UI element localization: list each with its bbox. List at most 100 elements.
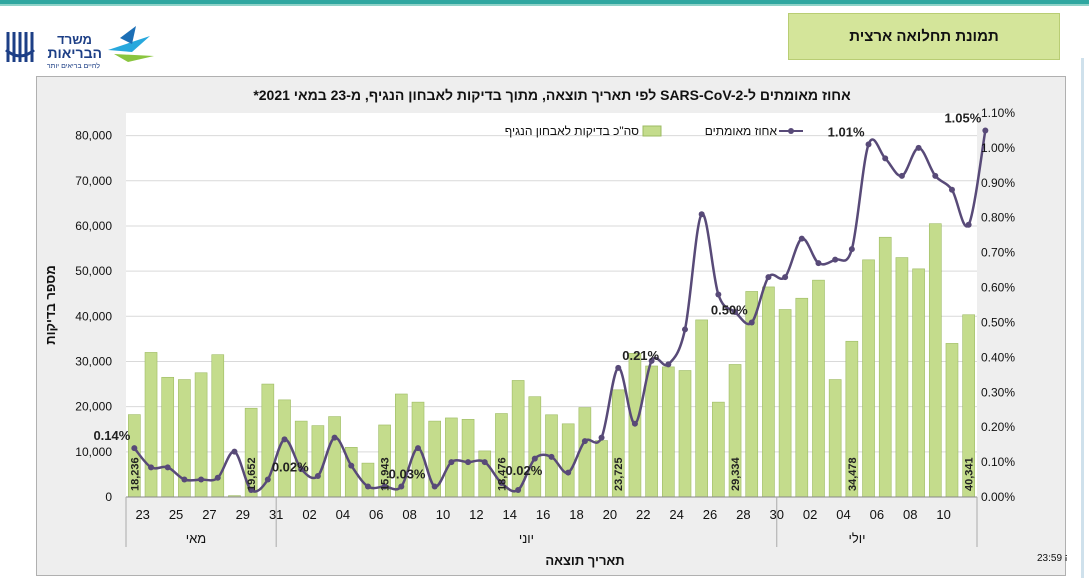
x-tick-label: 14 — [503, 507, 517, 522]
legend-line-label: אחוז מאומתים — [705, 124, 778, 138]
bar — [678, 370, 692, 498]
y-right-tick-label: 0.60% — [981, 281, 1015, 295]
legend-bar-label: סה"כ בדיקות לאבחון הנגיף — [505, 124, 639, 138]
line-value-label: 1.05% — [944, 110, 981, 125]
x-tick-label: 18 — [569, 507, 583, 522]
chart-title: אחוז מאומתים ל-SARS-CoV-2 לפי תאריך תוצא… — [253, 87, 851, 103]
top-stripe-light — [0, 4, 1089, 6]
bird-logo-icon — [108, 26, 154, 62]
footnote: * נתונים מעודכנים ל-11/07/21 שעה 23:59 — [1037, 552, 1067, 564]
bar-value-label: 40,341 — [964, 457, 976, 491]
line-point — [898, 172, 905, 179]
line-point — [648, 357, 655, 364]
line-value-label: 0.21% — [622, 348, 659, 363]
y-right-tick-label: 0.40% — [981, 350, 1015, 364]
line-point — [948, 186, 955, 193]
y-right-tick-label: 0.30% — [981, 385, 1015, 399]
bar — [595, 440, 608, 498]
line-point — [598, 434, 605, 441]
line-series — [131, 127, 989, 494]
bar-value-label: 19,652 — [246, 457, 258, 491]
line-point — [698, 211, 705, 218]
month-label: יוני — [519, 531, 534, 546]
axes: 0 10,000 20,000 30,000 40,000 50,000 60,000 70,… — [75, 106, 1015, 547]
bar-value-label: 18,476 — [496, 457, 508, 491]
bar — [478, 450, 492, 498]
bar — [812, 279, 825, 498]
line-point — [364, 483, 371, 490]
bar — [712, 401, 725, 498]
menorah-emblem-icon — [2, 30, 38, 64]
bar — [578, 407, 592, 498]
line-point — [848, 246, 855, 253]
logo-line2: הבריאות — [47, 45, 102, 61]
line-value-label: 0.02% — [505, 463, 542, 478]
line-point — [882, 155, 889, 162]
y-right-tick-label: 0.80% — [981, 211, 1015, 225]
line-point — [515, 487, 522, 494]
legend-bar-swatch — [642, 125, 662, 137]
x-tick-label: 25 — [169, 507, 183, 522]
right-divider — [1081, 58, 1084, 578]
line-value-label: 0.02% — [272, 460, 309, 475]
y-left-tick-label: 30,000 — [75, 354, 112, 368]
line-point — [782, 274, 789, 281]
line-point — [348, 462, 355, 469]
bar — [895, 257, 909, 498]
line-point — [448, 459, 455, 466]
data-labels: 18,236 19,652 15,943 18,476 23,725 29,334 34,4… — [93, 110, 981, 491]
bar-series — [128, 223, 975, 498]
positivity-chart: אחוז מאומתים ל-SARS-CoV-2 לפי תאריך תוצא… — [43, 87, 1089, 568]
x-tick-label: 02 — [302, 507, 316, 522]
y-right-tick-label: 0.20% — [981, 420, 1015, 434]
x-tick-label: 06 — [870, 507, 884, 522]
line-point — [615, 364, 622, 371]
line-point — [264, 476, 271, 483]
line-point — [765, 274, 772, 281]
x-tick-label: 08 — [903, 507, 917, 522]
line-point — [815, 260, 822, 267]
line-point — [214, 474, 221, 481]
bar — [445, 417, 458, 498]
y-left-tick-label: 60,000 — [75, 219, 112, 233]
x-tick-label: 28 — [736, 507, 750, 522]
line-point — [431, 483, 438, 490]
line-point — [298, 466, 305, 473]
line-point — [314, 473, 321, 480]
line-value-label: 0.14% — [93, 428, 130, 443]
y-left-tick-label: 10,000 — [75, 445, 112, 459]
line-point — [982, 127, 989, 134]
line-point — [548, 453, 555, 460]
bar — [395, 393, 408, 498]
bar — [311, 425, 325, 498]
bar — [912, 268, 925, 498]
legend: אחוז מאומתים סה"כ בדיקות לאבחון הנגיף — [505, 124, 803, 138]
line-point — [631, 420, 638, 427]
x-tick-label: 26 — [703, 507, 717, 522]
month-label: יולי — [848, 531, 865, 546]
line-point — [665, 361, 672, 368]
bar — [795, 297, 809, 498]
x-tick-label: 06 — [369, 507, 383, 522]
line-point — [748, 319, 755, 326]
y-right-tick-label: 1.00% — [981, 141, 1015, 155]
x-tick-label: 29 — [236, 507, 250, 522]
line-point — [381, 483, 388, 490]
line-point — [798, 235, 805, 242]
x-tick-label: 23 — [135, 507, 149, 522]
line-point — [498, 480, 505, 487]
bar — [828, 379, 842, 498]
line-point — [932, 172, 939, 179]
line-point — [415, 445, 422, 452]
bar-value-label: 23,725 — [613, 457, 625, 491]
line-point — [865, 141, 872, 148]
ministry-logo: משרד הבריאות לחיים בריאים יותר — [2, 22, 162, 72]
bar — [361, 462, 375, 498]
y-right-tick-label: 1.10% — [981, 106, 1015, 120]
line-value-label: 0.03% — [389, 467, 426, 482]
line-point — [965, 221, 972, 228]
line-point — [281, 436, 288, 443]
line-point — [331, 434, 338, 441]
line-point — [565, 469, 572, 476]
x-tick-label: 27 — [202, 507, 216, 522]
